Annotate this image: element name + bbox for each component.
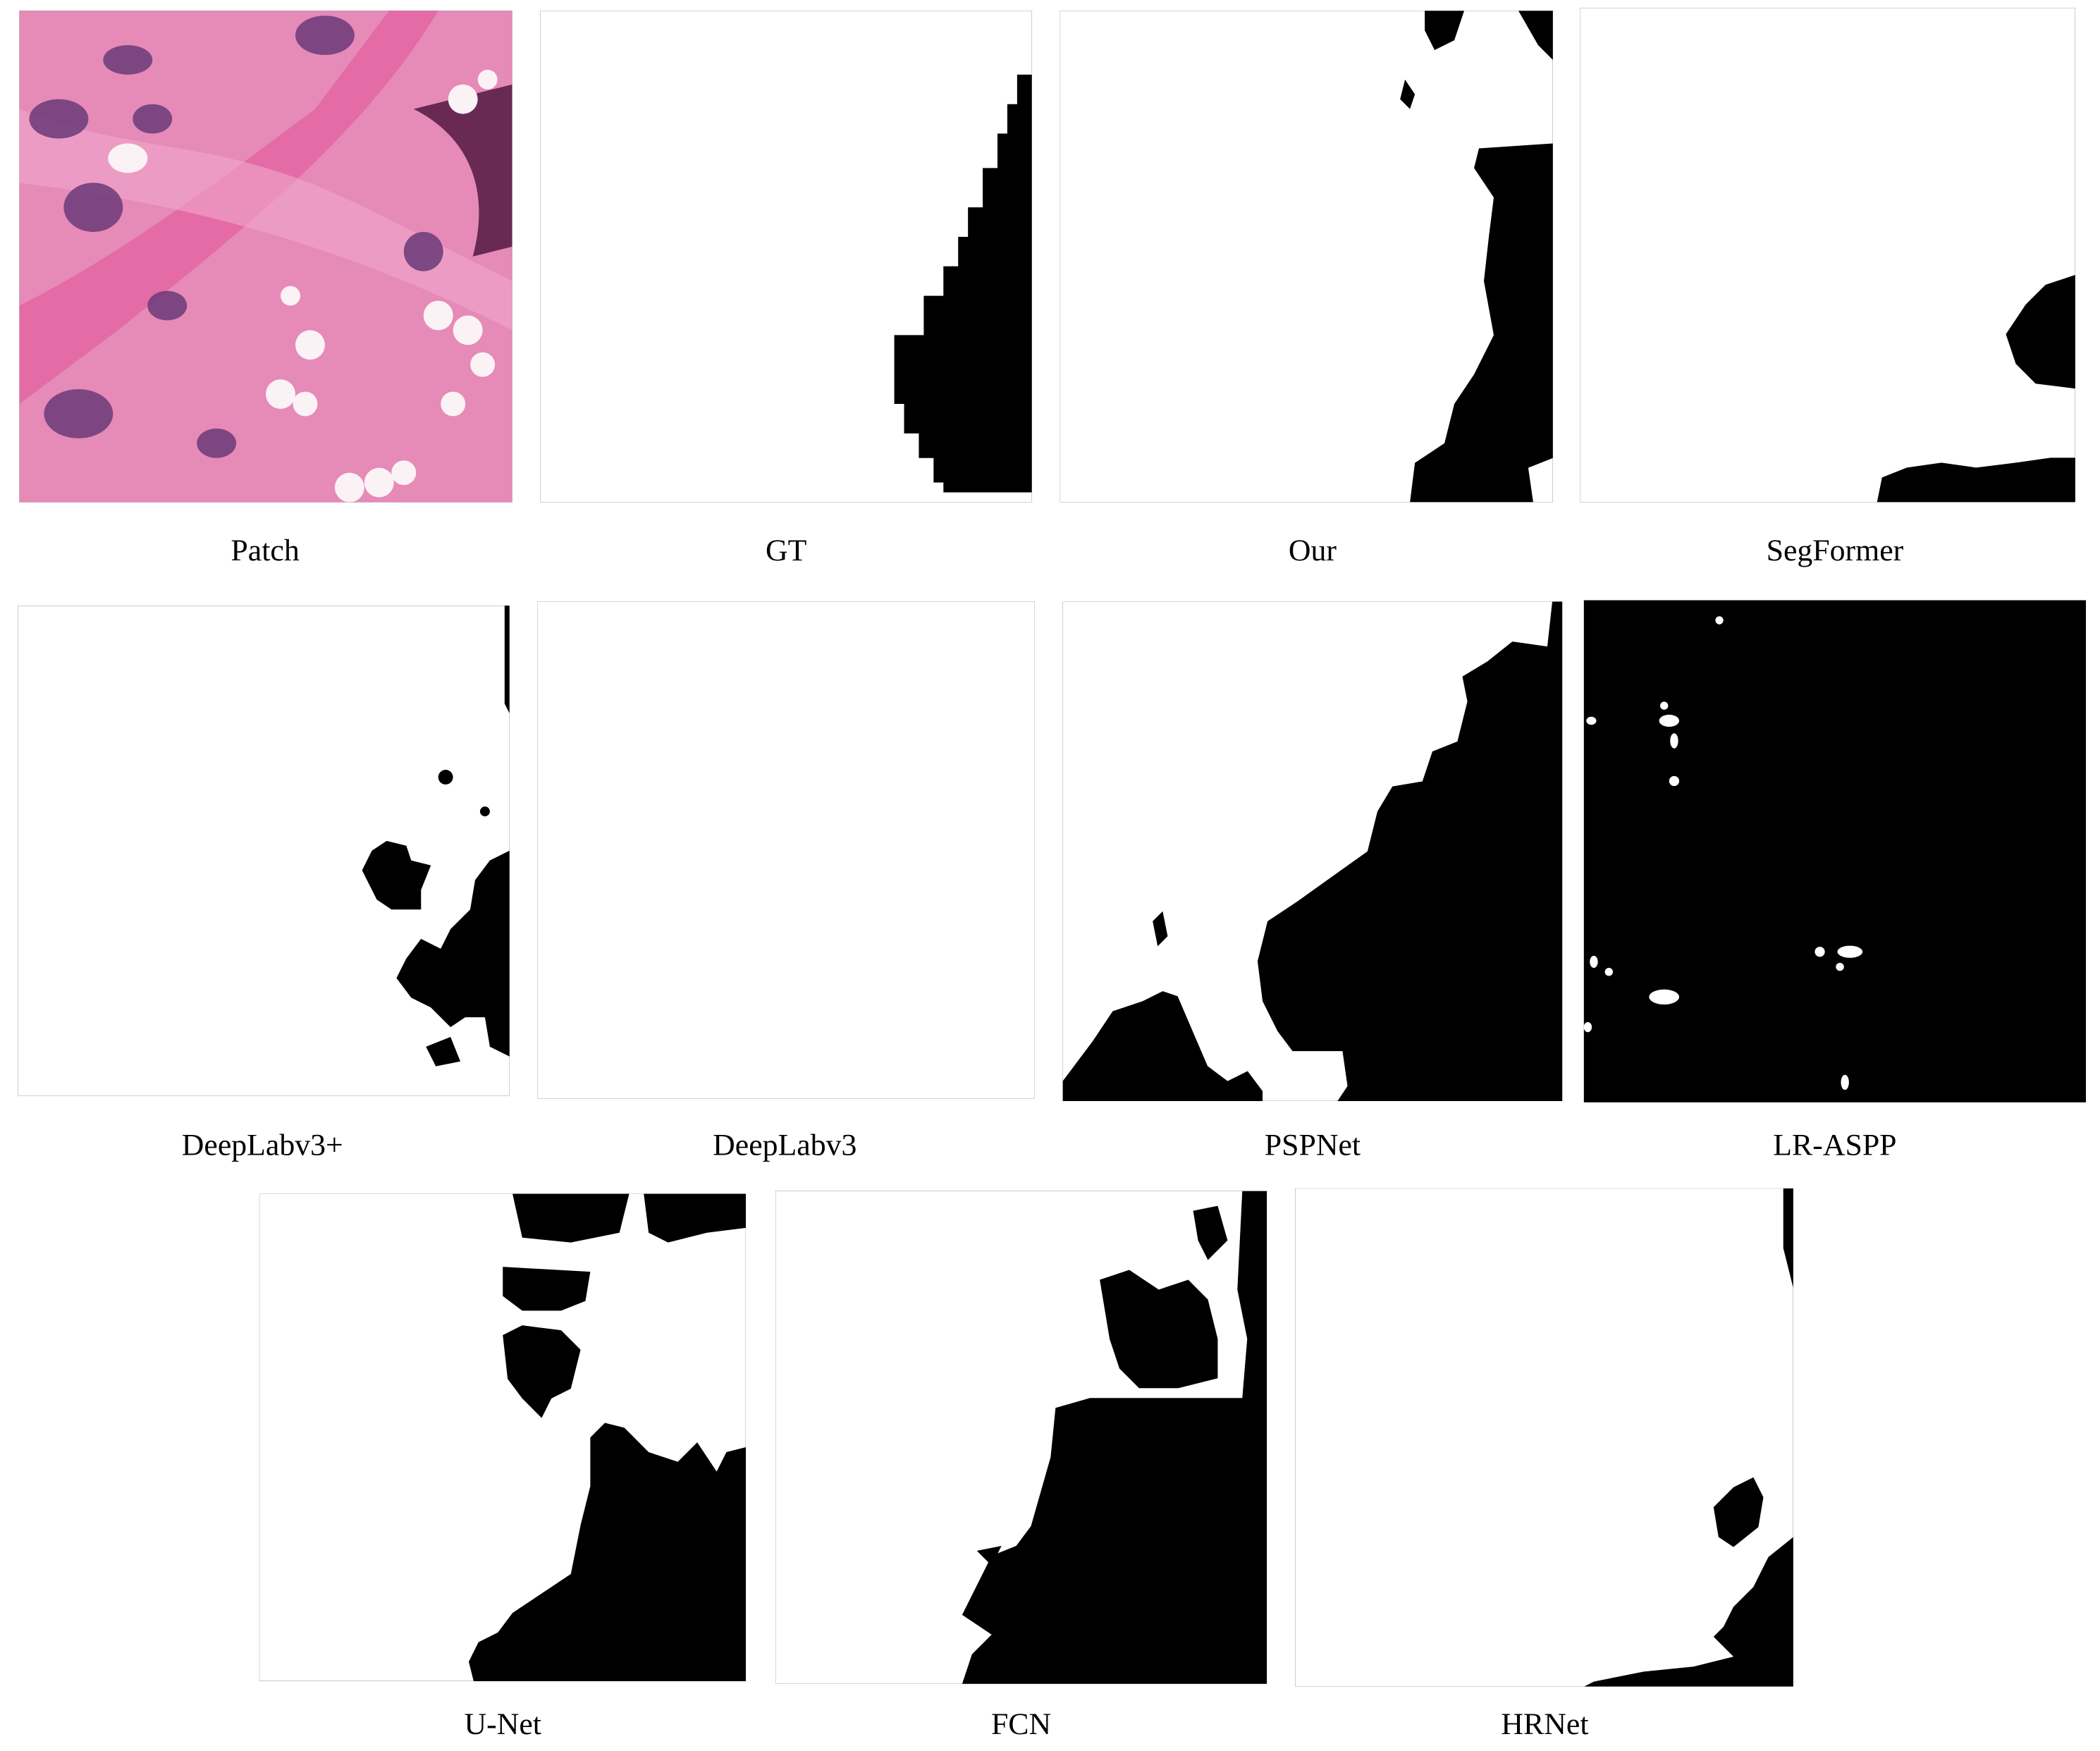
caption: Our: [1289, 534, 1337, 567]
caption: LR-ASPP: [1773, 1129, 1896, 1162]
caption: U-Net: [465, 1707, 541, 1741]
pspnet-mask: [1063, 601, 1563, 1102]
caption: PSPNet: [1265, 1129, 1361, 1162]
deeplabv3-mask: [537, 601, 1035, 1098]
caption: GT: [766, 534, 807, 567]
gt-mask: [540, 11, 1032, 503]
caption: FCN: [991, 1707, 1051, 1741]
caption: Patch: [231, 534, 299, 567]
our-mask: [1060, 11, 1553, 503]
lr-aspp-mask: [1583, 600, 2087, 1102]
captions: Patch GT Our SegFormer DeepLabv3+ DeepLa…: [182, 534, 1904, 1741]
deeplabv3plus-mask: [18, 606, 510, 1095]
patch-image: [19, 11, 512, 503]
caption: SegFormer: [1767, 534, 1904, 567]
caption: HRNet: [1501, 1707, 1588, 1741]
segformer-mask: [1579, 8, 2075, 503]
caption: DeepLabv3+: [182, 1129, 343, 1162]
u-net-mask: [259, 1193, 747, 1681]
hrnet-mask: [1295, 1188, 1793, 1687]
fcn-mask: [775, 1191, 1267, 1684]
caption: DeepLabv3: [713, 1129, 856, 1162]
